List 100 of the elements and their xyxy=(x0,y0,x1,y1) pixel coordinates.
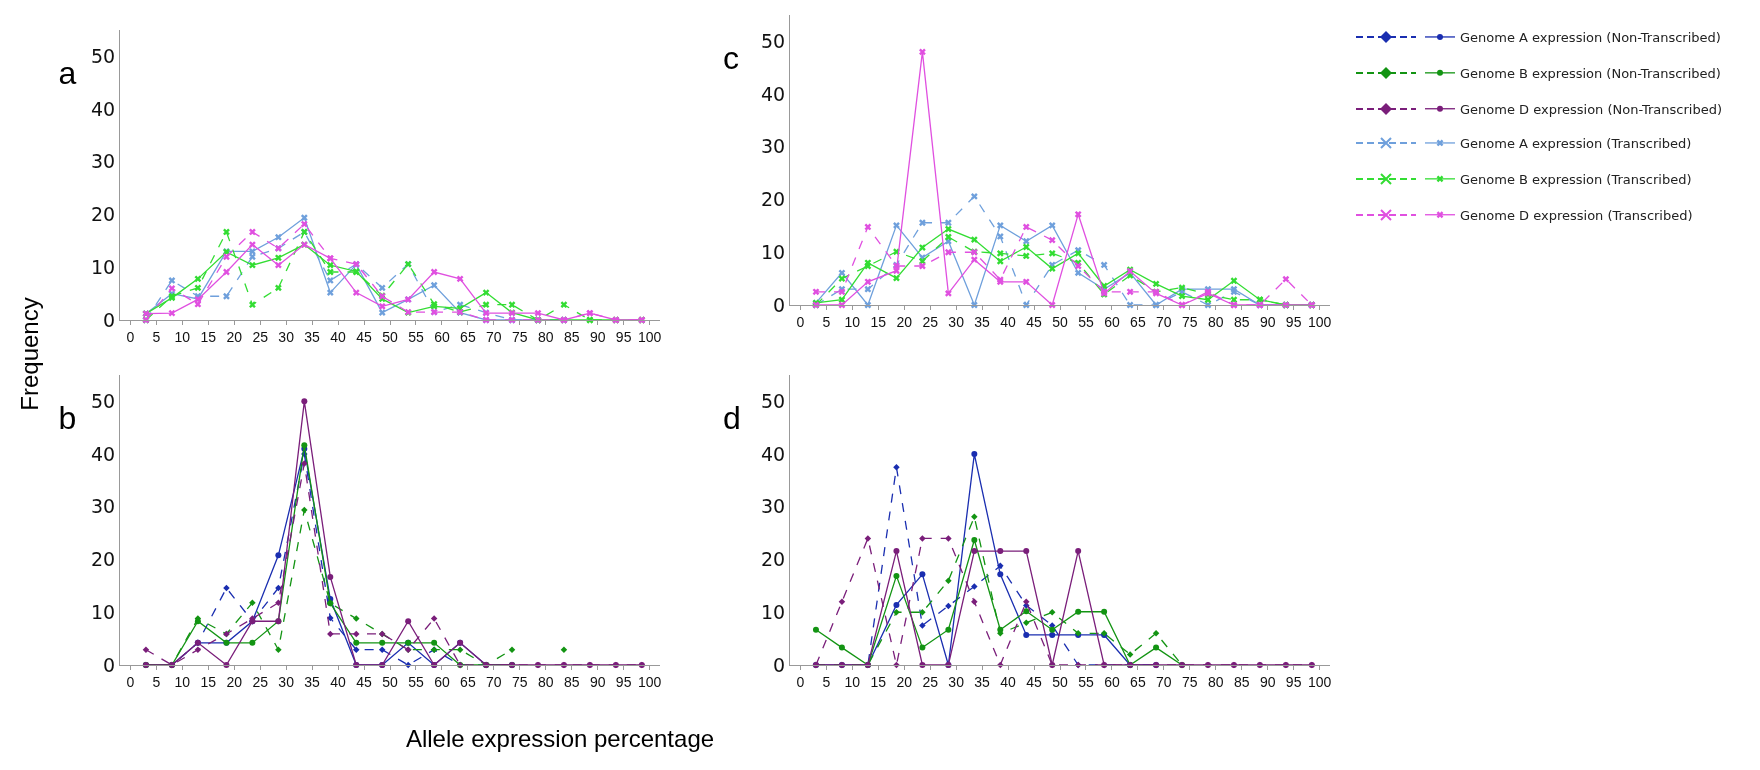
x-tick-label: 80 xyxy=(537,328,554,345)
legend-label: Genome D expression (Transcribed) xyxy=(1460,207,1693,223)
x-tick-label: 25 xyxy=(252,328,269,345)
y-tick-label: 30 xyxy=(91,495,116,518)
y-tick-label: 40 xyxy=(761,82,786,105)
legend-label: Genome B expression (Non-Transcribed) xyxy=(1460,65,1721,81)
x-tick-label: 40 xyxy=(1000,313,1017,330)
x-tick-label: 55 xyxy=(408,328,424,345)
y-tick-label: 40 xyxy=(91,97,116,120)
y-tick-label: 0 xyxy=(773,653,786,676)
y-tick-label: 30 xyxy=(761,495,786,518)
text: a xyxy=(58,55,77,92)
x-tick-label: 70 xyxy=(1156,673,1172,690)
x-tick-label: 100 xyxy=(637,673,662,690)
y-tick-label: 20 xyxy=(91,203,116,226)
x-tick-label: 35 xyxy=(304,328,321,345)
x-tick-label: 55 xyxy=(1078,313,1094,330)
text: d xyxy=(723,400,741,437)
y-tick-label: 20 xyxy=(761,548,786,571)
text: b xyxy=(58,400,77,437)
x-tick-label: 30 xyxy=(278,328,295,345)
x-tick-label: 15 xyxy=(870,673,887,690)
x-tick-label: 90 xyxy=(1259,673,1276,690)
x-tick-label: 95 xyxy=(1285,313,1302,330)
x-tick-label: 75 xyxy=(512,673,528,690)
x-tick-label: 80 xyxy=(1207,673,1224,690)
x-tick-label: 0 xyxy=(796,313,805,330)
x-tick-label: 25 xyxy=(252,673,269,690)
x-tick-label: 60 xyxy=(434,673,450,690)
x-tick-label: 45 xyxy=(1026,673,1043,690)
x-tick-label: 45 xyxy=(1026,313,1043,330)
y-tick-label: 10 xyxy=(761,240,786,263)
x-tick-label: 60 xyxy=(434,328,450,345)
x-tick-label: 5 xyxy=(152,673,161,690)
x-tick-label: 0 xyxy=(796,673,805,690)
y-tick-label: 50 xyxy=(761,390,786,413)
x-tick-label: 90 xyxy=(589,328,606,345)
x-tick-label: 65 xyxy=(1130,673,1146,690)
legend-label: Genome B expression (Transcribed) xyxy=(1460,171,1692,187)
x-tick-label: 35 xyxy=(974,313,991,330)
y-tick-label: 20 xyxy=(91,548,116,571)
x-tick-label: 55 xyxy=(1078,673,1094,690)
y-tick-label: 40 xyxy=(91,442,116,465)
x-tick-label: 30 xyxy=(948,673,965,690)
x-tick-label: 35 xyxy=(974,673,991,690)
y-tick-label: 50 xyxy=(91,390,116,413)
x-tick-label: 15 xyxy=(200,328,217,345)
x-tick-label: 20 xyxy=(226,328,243,345)
x-tick-label: 85 xyxy=(1233,673,1250,690)
x-tick-label: 20 xyxy=(226,673,243,690)
x-tick-label: 70 xyxy=(486,673,502,690)
y-tick-label: 40 xyxy=(761,442,786,465)
x-tick-label: 10 xyxy=(844,313,861,330)
x-tick-label: 65 xyxy=(460,673,476,690)
legend-label: Genome D expression (Non-Transcribed) xyxy=(1460,101,1722,117)
x-tick-label: 30 xyxy=(948,313,965,330)
y-axis-title: Frequency xyxy=(16,296,44,413)
y-tick-label: 0 xyxy=(773,293,786,316)
x-tick-label: 5 xyxy=(822,673,831,690)
x-tick-label: 95 xyxy=(1285,673,1302,690)
x-tick-label: 85 xyxy=(563,673,580,690)
x-tick-label: 50 xyxy=(382,673,398,690)
x-tick-label: 75 xyxy=(1182,313,1198,330)
x-tick-label: 5 xyxy=(822,313,831,330)
y-tick-label: 50 xyxy=(761,30,786,53)
y-tick-label: 20 xyxy=(761,188,786,211)
x-tick-label: 35 xyxy=(304,673,321,690)
y-tick-label: 30 xyxy=(761,135,786,158)
x-tick-label: 30 xyxy=(278,673,295,690)
y-tick-label: 10 xyxy=(761,600,786,623)
x-tick-label: 55 xyxy=(408,673,424,690)
x-tick-label: 40 xyxy=(330,673,347,690)
x-tick-label: 10 xyxy=(844,673,861,690)
x-tick-label: 100 xyxy=(1307,313,1332,330)
x-tick-label: 10 xyxy=(174,328,191,345)
x-tick-label: 25 xyxy=(922,673,939,690)
x-tick-label: 90 xyxy=(589,673,606,690)
y-tick-label: 30 xyxy=(91,150,116,173)
x-tick-label: 40 xyxy=(1000,673,1017,690)
x-tick-label: 45 xyxy=(356,673,373,690)
y-tick-label: 50 xyxy=(91,45,116,68)
x-tick-label: 65 xyxy=(1130,313,1146,330)
x-tick-label: 50 xyxy=(1052,673,1068,690)
x-tick-label: 20 xyxy=(896,673,913,690)
x-tick-label: 60 xyxy=(1104,313,1120,330)
x-tick-label: 65 xyxy=(460,328,476,345)
x-tick-label: 70 xyxy=(1156,313,1172,330)
x-tick-label: 100 xyxy=(637,328,662,345)
x-tick-label: 80 xyxy=(537,673,554,690)
x-tick-label: 95 xyxy=(615,673,632,690)
x-tick-label: 5 xyxy=(152,328,161,345)
legend-label: Genome A expression (Transcribed) xyxy=(1460,136,1692,152)
text: c xyxy=(723,40,740,77)
x-tick-label: 0 xyxy=(126,328,135,345)
x-tick-label: 90 xyxy=(1259,313,1276,330)
x-tick-label: 45 xyxy=(356,328,373,345)
x-tick-label: 70 xyxy=(486,328,502,345)
legend-label: Genome A expression (Non-Transcribed) xyxy=(1460,30,1721,46)
x-tick-label: 0 xyxy=(126,673,135,690)
y-tick-label: 10 xyxy=(91,600,116,623)
